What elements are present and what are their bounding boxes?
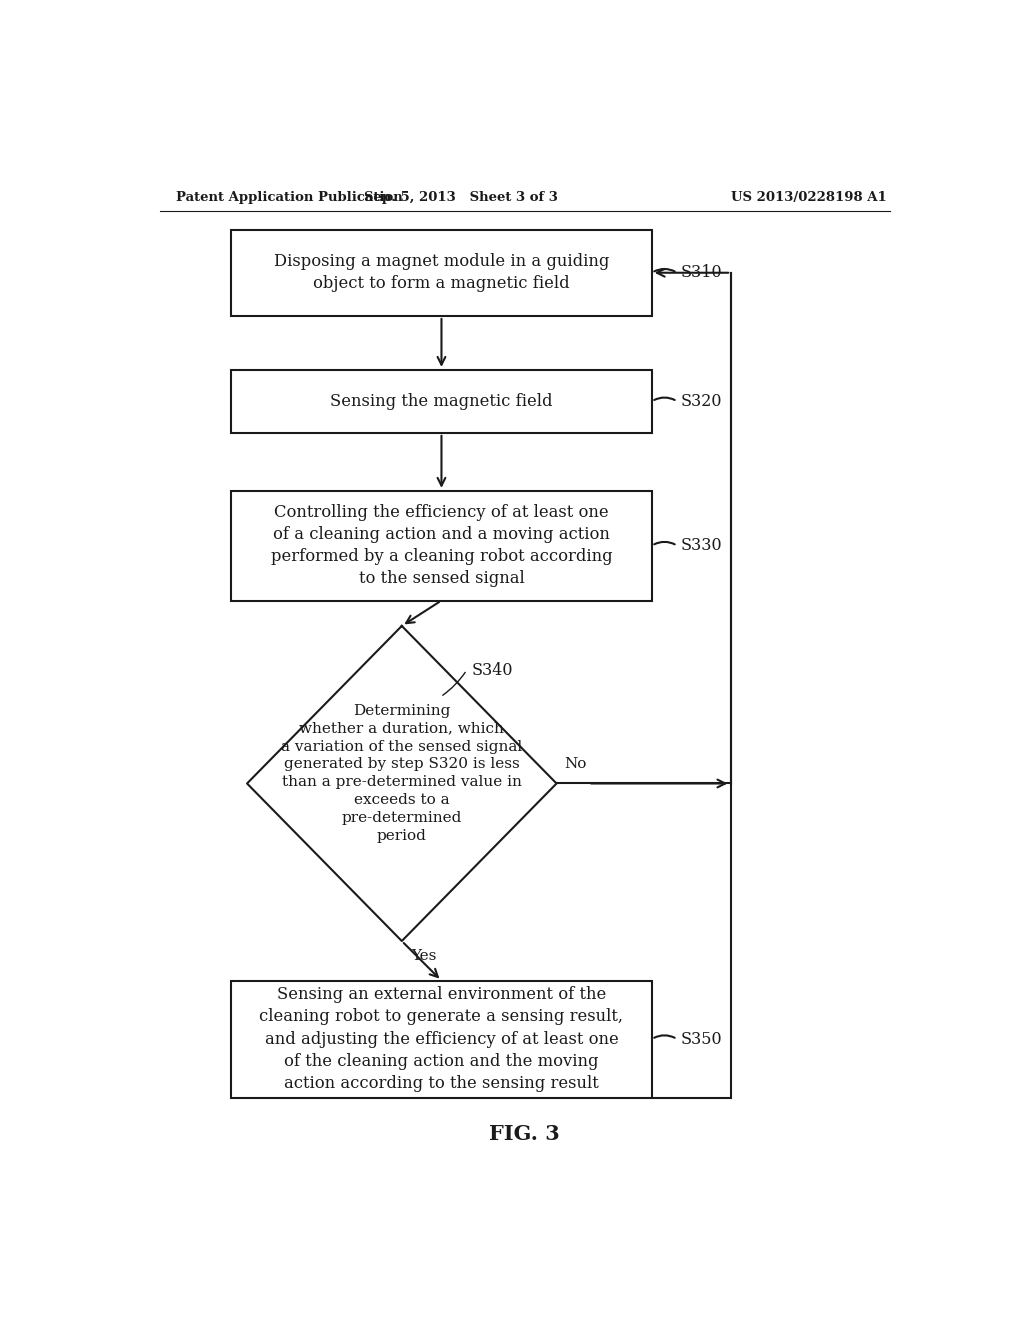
Text: S330: S330 xyxy=(680,537,722,554)
Bar xyxy=(231,230,652,315)
Bar xyxy=(231,370,652,433)
Text: S320: S320 xyxy=(680,393,722,409)
Text: Sensing the magnetic field: Sensing the magnetic field xyxy=(330,393,553,409)
Text: Determining
whether a duration, which
a variation of the sensed signal
generated: Determining whether a duration, which a … xyxy=(282,704,522,842)
Text: FIG. 3: FIG. 3 xyxy=(489,1125,560,1144)
Text: S310: S310 xyxy=(680,264,722,281)
Text: Patent Application Publication: Patent Application Publication xyxy=(176,190,402,203)
Text: Disposing a magnet module in a guiding
object to form a magnetic field: Disposing a magnet module in a guiding o… xyxy=(273,253,609,292)
Bar xyxy=(231,491,652,601)
Text: Sep. 5, 2013   Sheet 3 of 3: Sep. 5, 2013 Sheet 3 of 3 xyxy=(365,190,558,203)
Bar xyxy=(231,981,652,1097)
Text: Yes: Yes xyxy=(412,949,436,964)
Text: S350: S350 xyxy=(680,1031,722,1048)
Text: S340: S340 xyxy=(471,661,513,678)
Text: No: No xyxy=(564,758,587,771)
Text: Controlling the efficiency of at least one
of a cleaning action and a moving act: Controlling the efficiency of at least o… xyxy=(270,504,612,587)
Text: Sensing an external environment of the
cleaning robot to generate a sensing resu: Sensing an external environment of the c… xyxy=(259,986,624,1092)
Text: US 2013/0228198 A1: US 2013/0228198 A1 xyxy=(731,190,887,203)
